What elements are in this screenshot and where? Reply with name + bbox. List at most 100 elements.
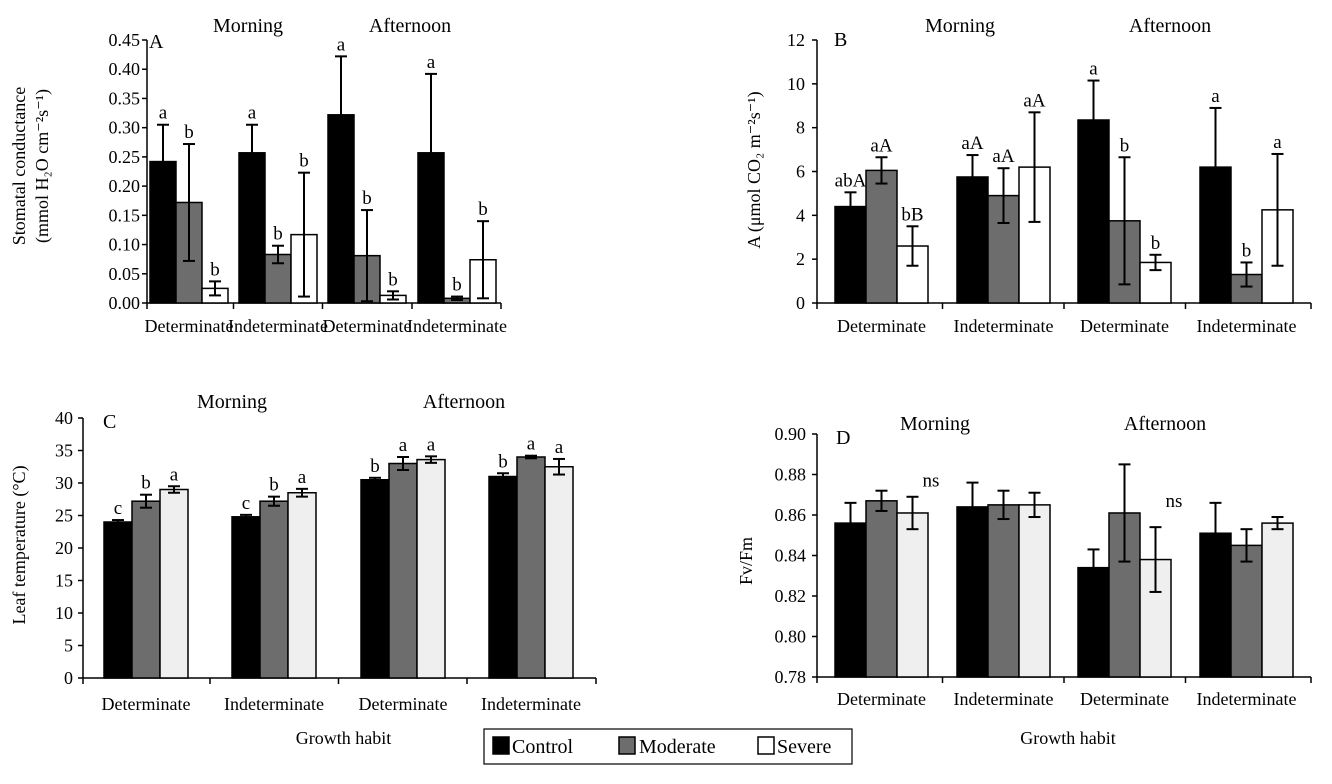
chart-panel-b: 0 2 4 6 8 10 12 Determinate Indeterminate Determi… bbox=[744, 15, 1312, 336]
significance-label-a: b bbox=[299, 151, 309, 172]
significance-label-a: b bbox=[210, 259, 220, 280]
bar-c bbox=[360, 479, 390, 679]
x-tick-label-c: Determinate bbox=[359, 694, 448, 714]
x-tick-label-c: Determinate bbox=[102, 694, 191, 714]
x-tick-label-b: Determinate bbox=[1080, 316, 1169, 336]
x-tick-label-b: Determinate bbox=[837, 316, 926, 336]
y-tick-label-a: 0.30 bbox=[109, 118, 141, 138]
panel-label-d: D bbox=[836, 427, 850, 449]
y-tick-label-a: 0.35 bbox=[109, 88, 141, 108]
y-tick-label-d: 0.90 bbox=[775, 424, 807, 444]
y-tick-label-a: 0.45 bbox=[109, 30, 141, 50]
x-tick-label-a: Determinate bbox=[145, 316, 234, 336]
period-header-b: Afternoon bbox=[1129, 15, 1211, 37]
y-tick-label-d: 0.86 bbox=[775, 505, 807, 525]
x-tick-label-c: Indeterminate bbox=[224, 694, 324, 714]
significance-label-b: abA bbox=[835, 170, 867, 191]
chart-panel-a: 0.00 0.05 0.10 0.15 0.20 0.25 0.30 0.35 0.40 0.45… bbox=[9, 15, 507, 336]
y-tick-label-a: 0.10 bbox=[109, 235, 141, 255]
y-tick-label-c: 0 bbox=[64, 668, 73, 688]
bar-c bbox=[287, 492, 317, 679]
x-tick-label-d: Determinate bbox=[837, 689, 926, 709]
significance-label-c: a bbox=[555, 437, 564, 458]
significance-label-c: a bbox=[170, 464, 179, 485]
significance-label-a: a bbox=[427, 52, 436, 73]
y-tick-label-d: 0.80 bbox=[775, 627, 807, 647]
significance-label-b: aA bbox=[1023, 90, 1045, 111]
significance-label-a: a bbox=[159, 103, 168, 124]
period-header-d: Afternoon bbox=[1124, 413, 1206, 435]
significance-label-c: b bbox=[269, 475, 279, 496]
significance-label-c: a bbox=[427, 434, 436, 455]
significance-label-c: a bbox=[298, 467, 307, 488]
bar-d bbox=[1018, 504, 1051, 678]
x-tick-label-c: Indeterminate bbox=[481, 694, 581, 714]
significance-label-a: b bbox=[478, 199, 488, 220]
y-axis-label-b: A (μmol CO₂ m⁻²s⁻¹) bbox=[744, 91, 765, 248]
panel-label-b: B bbox=[834, 29, 847, 51]
bar-c bbox=[103, 521, 133, 679]
significance-label-c: b bbox=[498, 451, 508, 472]
y-tick-label-b: 8 bbox=[796, 118, 805, 138]
significance-label-b: aA bbox=[961, 133, 983, 154]
y-tick-label-a: 0.15 bbox=[109, 205, 141, 225]
bar-d bbox=[1261, 522, 1294, 678]
significance-label-a: b bbox=[273, 224, 283, 245]
chart-panel-d: 0.78 0.80 0.82 0.84 0.86 0.88 0.90 Determinate I… bbox=[736, 413, 1312, 748]
y-tick-label-d: 0.88 bbox=[775, 465, 807, 485]
significance-label-a: a bbox=[248, 103, 257, 124]
y-tick-label-d: 0.84 bbox=[775, 546, 807, 566]
period-header-a: Morning bbox=[213, 15, 283, 37]
significance-label-a: b bbox=[362, 188, 372, 209]
y-tick-label-c: 5 bbox=[64, 636, 73, 656]
x-tick-label-a: Indeterminate bbox=[407, 316, 507, 336]
period-header-b: Morning bbox=[925, 15, 995, 37]
y-tick-label-b: 4 bbox=[796, 205, 805, 225]
chart-panel-c: 0 5 10 15 20 25 30 35 40 Determinate Indeterminate… bbox=[9, 391, 597, 748]
significance-label-b: a bbox=[1089, 59, 1098, 80]
bar-c bbox=[231, 516, 261, 679]
bar-c bbox=[416, 458, 446, 679]
period-header-c: Morning bbox=[197, 391, 267, 413]
y-tick-label-c: 25 bbox=[55, 506, 73, 526]
x-tick-label-a: Indeterminate bbox=[228, 316, 328, 336]
x-tick-label-d: Determinate bbox=[1080, 689, 1169, 709]
bar-c bbox=[131, 500, 161, 679]
y-tick-label-b: 12 bbox=[787, 30, 805, 50]
y-axis-label-d: Fv/Fm bbox=[736, 537, 756, 585]
y-tick-label-a: 0.00 bbox=[109, 293, 141, 313]
significance-label-a: b bbox=[452, 275, 462, 296]
bar-c bbox=[259, 500, 289, 679]
significance-label-b: bB bbox=[901, 204, 923, 225]
period-header-d: Morning bbox=[900, 413, 970, 435]
annotation-d: ns bbox=[923, 471, 940, 492]
y-tick-label-c: 10 bbox=[55, 603, 73, 623]
significance-label-b: b bbox=[1151, 233, 1161, 254]
y-tick-label-c: 40 bbox=[55, 408, 73, 428]
y-tick-label-b: 2 bbox=[796, 249, 805, 269]
bar-d bbox=[896, 512, 929, 678]
y-tick-label-c: 20 bbox=[55, 538, 73, 558]
y-tick-label-c: 35 bbox=[55, 441, 73, 461]
x-axis-label-d: Growth habit bbox=[1020, 728, 1115, 748]
bar-c bbox=[516, 456, 546, 679]
significance-label-b: b bbox=[1120, 135, 1130, 156]
y-tick-label-b: 6 bbox=[796, 162, 805, 182]
bar-d bbox=[834, 522, 867, 678]
bar-c bbox=[544, 466, 574, 679]
x-tick-label-a: Determinate bbox=[323, 316, 412, 336]
y-tick-label-a: 0.20 bbox=[109, 176, 141, 196]
y-axis-label-c: Leaf temperature (°C) bbox=[9, 465, 30, 624]
significance-label-a: b bbox=[184, 122, 194, 143]
y-tick-label-b: 0 bbox=[796, 293, 805, 313]
bar-d bbox=[956, 506, 989, 678]
x-tick-label-d: Indeterminate bbox=[954, 689, 1054, 709]
x-tick-label-d: Indeterminate bbox=[1197, 689, 1297, 709]
bar-c bbox=[488, 475, 518, 679]
significance-label-c: b bbox=[370, 456, 380, 477]
period-header-a: Afternoon bbox=[369, 15, 451, 37]
significance-label-b: b bbox=[1242, 240, 1252, 261]
x-tick-label-b: Indeterminate bbox=[1197, 316, 1297, 336]
significance-label-b: aA bbox=[992, 146, 1014, 167]
